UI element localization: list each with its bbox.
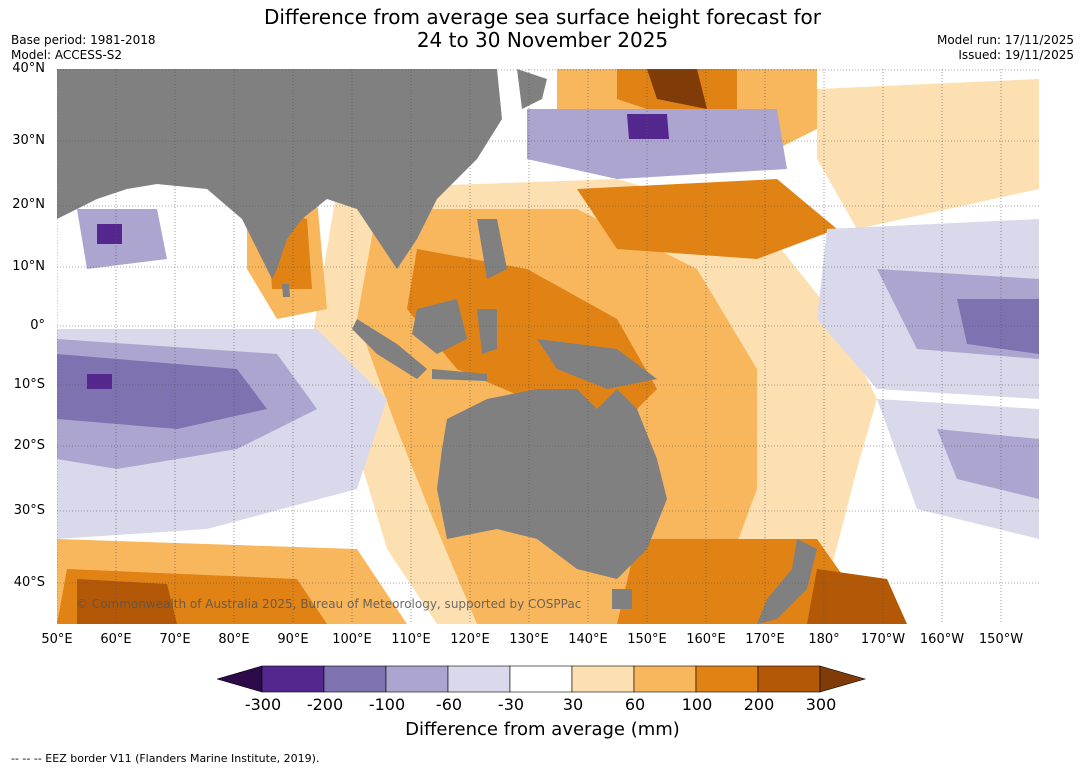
meta-left: Base period: 1981-2018 Model: ACCESS-S2 (11, 33, 156, 63)
lat-label: 30°S (13, 503, 45, 518)
asia-landmass (57, 69, 502, 279)
negative-anomaly-area (957, 299, 1039, 354)
colorbar-segment (509, 665, 573, 693)
eez-footnote: -- -- -- EEZ border V11 (Flanders Marine… (11, 752, 320, 765)
lon-label: 120°E (450, 632, 490, 647)
colorbar-segment (757, 665, 821, 693)
lon-label: 50°E (41, 632, 73, 647)
colorbar-segment (447, 665, 511, 693)
lon-label: 80°E (218, 632, 250, 647)
lat-label: 20°N (12, 197, 45, 212)
borneo (412, 299, 467, 354)
map-svg (57, 69, 1039, 624)
colorbar-tick: -30 (497, 695, 525, 714)
lon-label: 180° (808, 632, 840, 647)
base-period: Base period: 1981-2018 (11, 33, 156, 47)
lat-label: 40°N (12, 61, 45, 76)
lon-label: 160°W (919, 632, 965, 647)
negative-anomaly-area (937, 429, 1039, 499)
sea-height-map (57, 69, 1039, 624)
colorbar-tick: -100 (368, 695, 406, 714)
colorbar (217, 665, 867, 693)
lat-label: 10°S (13, 377, 45, 392)
positive-anomaly-area (77, 579, 177, 624)
colorbar-tick: 200 (743, 695, 775, 714)
lon-label: 110°E (391, 632, 431, 647)
lon-label: 150°E (627, 632, 667, 647)
title-line-2: 24 to 30 November 2025 (416, 28, 669, 52)
lon-label: 60°E (100, 632, 132, 647)
colorbar-extend-high (819, 665, 867, 693)
lon-label: 140°E (568, 632, 608, 647)
lon-label: 90°E (277, 632, 309, 647)
lat-label: 40°S (13, 575, 45, 590)
korea-japan (517, 69, 547, 109)
colorbar-segment (633, 665, 697, 693)
java (432, 369, 487, 381)
negative-anomaly-area (527, 109, 787, 179)
lat-label: 30°N (12, 133, 45, 148)
lon-label: 150°W (978, 632, 1024, 647)
positive-anomaly-area (807, 569, 907, 624)
sri-lanka (282, 284, 290, 297)
colorbar-title: Difference from average (mm) (405, 719, 680, 740)
colorbar-tick: 300 (805, 695, 837, 714)
lon-label: 130°E (509, 632, 549, 647)
lat-label: 10°N (12, 259, 45, 274)
philippines (477, 219, 507, 279)
negative-anomaly-area (87, 374, 112, 389)
colorbar-tick: -200 (306, 695, 344, 714)
australia (437, 389, 667, 579)
graticule (57, 69, 1039, 624)
colorbar-tick: 100 (681, 695, 713, 714)
model-run: Model run: 17/11/2025 (936, 33, 1074, 47)
model-name: Model: ACCESS-S2 (11, 48, 123, 62)
new-guinea (537, 339, 657, 389)
meta-right: Model run: 17/11/2025 Issued: 19/11/2025 (937, 33, 1074, 63)
colorbar-segment (695, 665, 759, 693)
lon-label: 170°E (745, 632, 785, 647)
colorbar-tick: -300 (244, 695, 282, 714)
lon-label: 70°E (159, 632, 191, 647)
new-zealand (757, 539, 817, 624)
positive-anomaly-area (647, 69, 707, 109)
colorbar-segment (385, 665, 449, 693)
colorbar-tick: -60 (435, 695, 463, 714)
colorbar-segment (571, 665, 635, 693)
copyright-notice: © Commonwealth of Australia 2025, Bureau… (76, 597, 582, 611)
issued-date: Issued: 19/11/2025 (958, 48, 1074, 62)
sumatra (352, 319, 427, 379)
positive-anomaly-area (817, 79, 1039, 229)
negative-anomaly-area (97, 224, 122, 244)
colorbar-tick: 30 (562, 695, 584, 714)
negative-anomaly-area (627, 114, 669, 139)
lat-label: 0° (30, 318, 45, 333)
tasmania (612, 589, 632, 609)
colorbar-tick: 60 (624, 695, 646, 714)
colorbar-segment (261, 665, 325, 693)
positive-anomaly-area (577, 179, 837, 259)
colorbar-extend-low (217, 665, 263, 693)
title-line-1: Difference from average sea surface heig… (263, 5, 822, 29)
negative-anomaly-area (57, 354, 267, 429)
chart-title: Difference from average sea surface heig… (0, 6, 1085, 52)
lat-label: 20°S (13, 438, 45, 453)
lon-label: 100°E (332, 632, 372, 647)
colorbar-segment (323, 665, 387, 693)
land-masses (57, 69, 817, 624)
sulawesi (477, 309, 497, 354)
lon-label: 170°W (860, 632, 906, 647)
lon-label: 160°E (686, 632, 726, 647)
